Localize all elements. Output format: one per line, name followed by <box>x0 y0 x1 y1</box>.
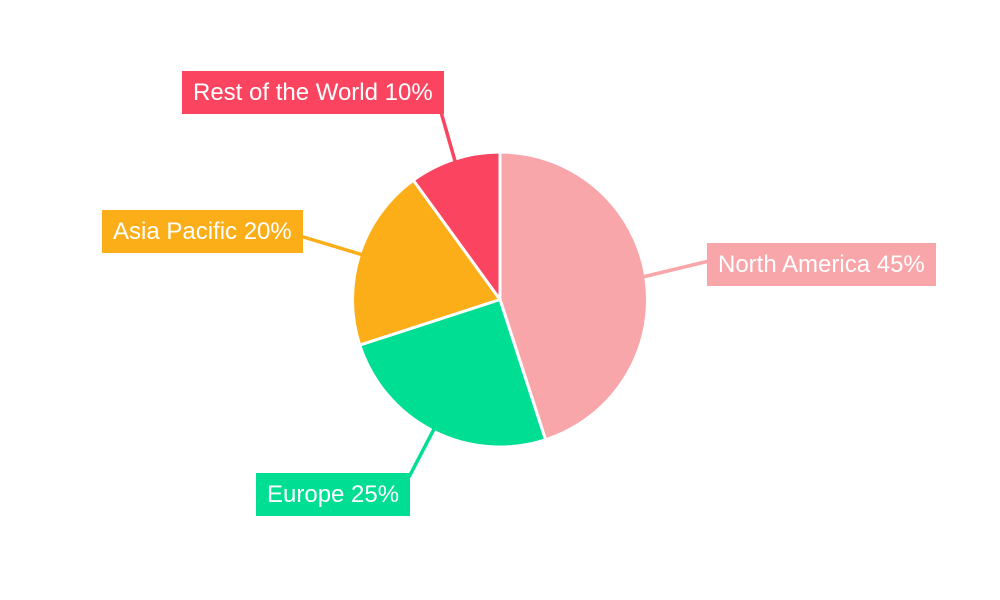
leader-line-asia-pacific <box>299 234 363 257</box>
label-rest-of-the-world: Rest of the World 10% <box>182 71 444 114</box>
leader-line-north-america <box>643 259 710 279</box>
leader-line-europe <box>407 428 436 478</box>
label-asia-pacific: Asia Pacific 20% <box>102 210 303 253</box>
label-europe: Europe 25% <box>256 473 411 516</box>
leader-line-rest-of-the-world <box>439 111 457 162</box>
label-north-america: North America 45% <box>707 243 936 286</box>
